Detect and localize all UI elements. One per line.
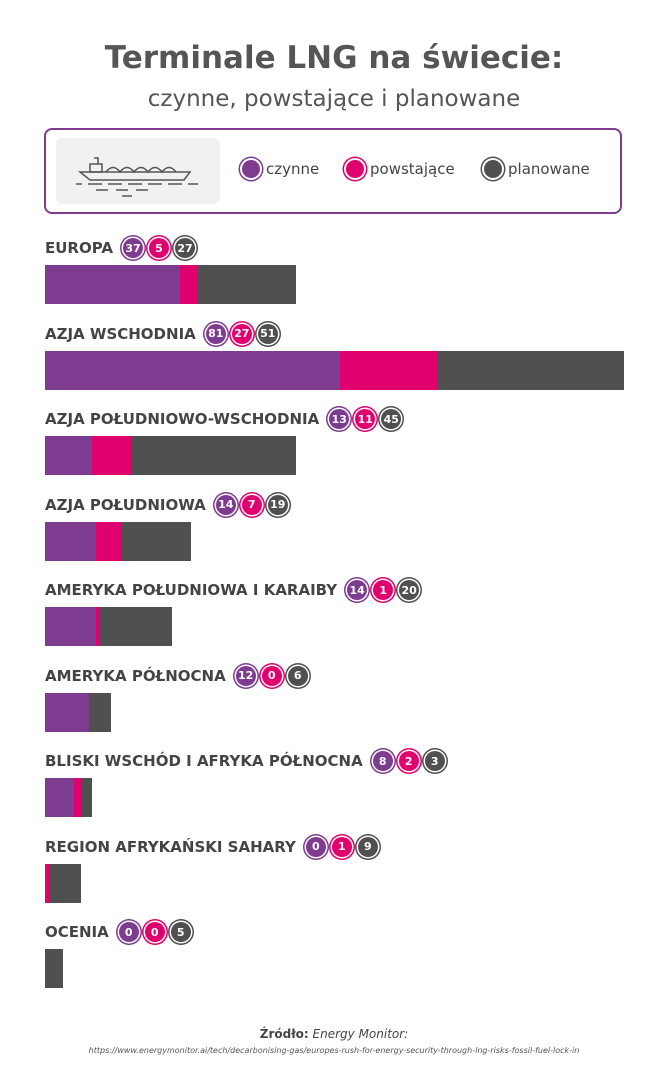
stacked-bar xyxy=(45,607,419,646)
bar-segment-planowane xyxy=(197,265,297,304)
bar-segment-czynne xyxy=(45,692,89,732)
bar-row: OCENIA 0 0 5 xyxy=(45,921,191,988)
legend-powstajace: powstające xyxy=(346,160,455,178)
bar-segment-planowane xyxy=(81,778,93,817)
stacked-bar xyxy=(45,778,445,817)
data-label: 45 xyxy=(381,409,402,429)
bar-segment-powstajace xyxy=(95,521,122,561)
bar-row: BLISKI WSCHÓD I AFRYKA PÓŁNOCNA 8 2 3 xyxy=(45,750,445,817)
bar-segment-powstajace xyxy=(179,265,198,304)
bar-segment-czynne xyxy=(45,265,180,304)
bar-row: AZJA WSCHODNIA 81 27 51 xyxy=(45,323,624,390)
stacked-bar xyxy=(45,521,288,561)
legend-planowane: planowane xyxy=(484,160,590,178)
data-label: 2 xyxy=(398,751,419,771)
bar-segment-planowane xyxy=(88,692,111,732)
bar-segment-powstajace xyxy=(92,436,133,475)
category-label-row: AMERYKA PÓŁNOCNA 12 0 6 xyxy=(45,665,308,687)
category-label: AMERYKA PÓŁNOCNA xyxy=(45,666,226,685)
page-subtitle: czynne, powstające i planowane xyxy=(147,86,521,112)
bar-row: AMERYKA POŁUDNIOWA I KARAIBY 14 1 20 xyxy=(45,579,420,646)
data-label: 27 xyxy=(231,323,252,344)
data-label: 5 xyxy=(148,238,169,258)
data-label: 0 xyxy=(261,665,282,686)
stacked-bar xyxy=(45,863,378,903)
category-label: REGION AFRYKAŃSKI SAHARY xyxy=(45,837,296,856)
data-label: 0 xyxy=(118,922,139,942)
bar-segment-czynne xyxy=(45,521,96,561)
bar-row: AMERYKA PÓŁNOCNA 12 0 6 xyxy=(45,665,308,732)
legend-dot-icon xyxy=(484,160,502,178)
data-label: 3 xyxy=(424,751,445,771)
category-label: BLISKI WSCHÓD I AFRYKA PÓŁNOCNA xyxy=(45,752,363,770)
data-label: 0 xyxy=(305,836,326,857)
bar-segment-planowane xyxy=(121,521,191,561)
bar-segment-powstajace xyxy=(74,778,82,817)
category-label-row: BLISKI WSCHÓD I AFRYKA PÓŁNOCNA 8 2 3 xyxy=(45,750,445,772)
category-label: AMERYKA POŁUDNIOWA I KARAIBY xyxy=(45,581,338,599)
data-label: 11 xyxy=(355,409,376,429)
data-label: 1 xyxy=(331,836,352,857)
bar-row: AZJA POŁUDNIOWA 14 7 19 xyxy=(45,494,288,561)
data-label: 51 xyxy=(257,323,278,344)
bar-segment-planowane xyxy=(438,350,624,390)
data-label: 13 xyxy=(329,409,350,429)
category-label: AZJA WSCHODNIA xyxy=(45,324,196,343)
data-label: 8 xyxy=(372,751,393,771)
bar-segment-planowane xyxy=(48,863,82,903)
stacked-bar xyxy=(45,436,401,475)
category-label: EUROPA xyxy=(45,239,113,257)
data-label: 19 xyxy=(267,494,288,515)
category-label-row: REGION AFRYKAŃSKI SAHARY 0 1 9 xyxy=(45,836,378,858)
bar-row: AZJA POŁUDNIOWO-WSCHODNIA 13 11 45 xyxy=(45,408,402,475)
legend: czynne powstające planowane xyxy=(44,128,622,214)
data-label: 1 xyxy=(373,580,394,600)
bar-segment-planowane xyxy=(99,607,173,646)
bar-segment-planowane xyxy=(45,949,64,988)
data-label: 12 xyxy=(235,665,256,686)
data-label: 20 xyxy=(399,580,420,600)
category-label-row: OCENIA 0 0 5 xyxy=(45,921,191,943)
legend-czynne: czynne xyxy=(242,160,319,178)
source-url: https://www.energymonitor.ai/tech/decarb… xyxy=(88,1046,580,1055)
bar-row: EUROPA 37 5 27 xyxy=(45,237,297,304)
data-label: 6 xyxy=(287,665,308,686)
source: Źródło: Energy Monitor: xyxy=(259,1027,409,1041)
category-label-row: AMERYKA POŁUDNIOWA I KARAIBY 14 1 20 xyxy=(45,579,420,601)
category-label-row: EUROPA 37 5 27 xyxy=(45,237,195,259)
data-label: 81 xyxy=(205,323,226,344)
bar-segment-czynne xyxy=(45,436,93,475)
stacked-bar xyxy=(45,350,624,390)
page-title: Terminale LNG na świecie: xyxy=(104,40,564,76)
legend-dot-icon xyxy=(242,160,260,178)
bar-segment-powstajace xyxy=(95,607,100,646)
category-label-row: AZJA POŁUDNIOWO-WSCHODNIA 13 11 45 xyxy=(45,408,402,430)
lng-ship-icon xyxy=(56,138,220,204)
data-label: 9 xyxy=(357,836,378,857)
category-label: AZJA POŁUDNIOWO-WSCHODNIA xyxy=(45,410,320,428)
category-label-row: AZJA WSCHODNIA 81 27 51 xyxy=(45,323,278,345)
stacked-bar xyxy=(45,949,191,988)
bar-segment-planowane xyxy=(132,436,297,475)
data-label: 27 xyxy=(174,238,195,258)
data-label: 37 xyxy=(122,238,143,258)
legend-dot-icon xyxy=(346,160,364,178)
bar-segment-czynne xyxy=(45,778,75,817)
bar-segment-powstajace xyxy=(45,863,49,903)
bar-segment-czynne xyxy=(45,350,340,390)
stacked-bar xyxy=(45,265,297,304)
data-label: 14 xyxy=(347,580,368,600)
stacked-bar xyxy=(45,692,308,732)
bar-segment-powstajace xyxy=(339,350,439,390)
data-label: 14 xyxy=(215,494,236,515)
category-label: OCENIA xyxy=(45,923,109,941)
data-label: 5 xyxy=(170,922,191,942)
data-label: 7 xyxy=(241,494,262,515)
data-label: 0 xyxy=(144,922,165,942)
category-label: AZJA POŁUDNIOWA xyxy=(45,495,206,514)
category-label-row: AZJA POŁUDNIOWA 14 7 19 xyxy=(45,494,288,516)
bar-row: REGION AFRYKAŃSKI SAHARY 0 1 9 xyxy=(45,836,378,903)
bar-segment-czynne xyxy=(45,607,96,646)
